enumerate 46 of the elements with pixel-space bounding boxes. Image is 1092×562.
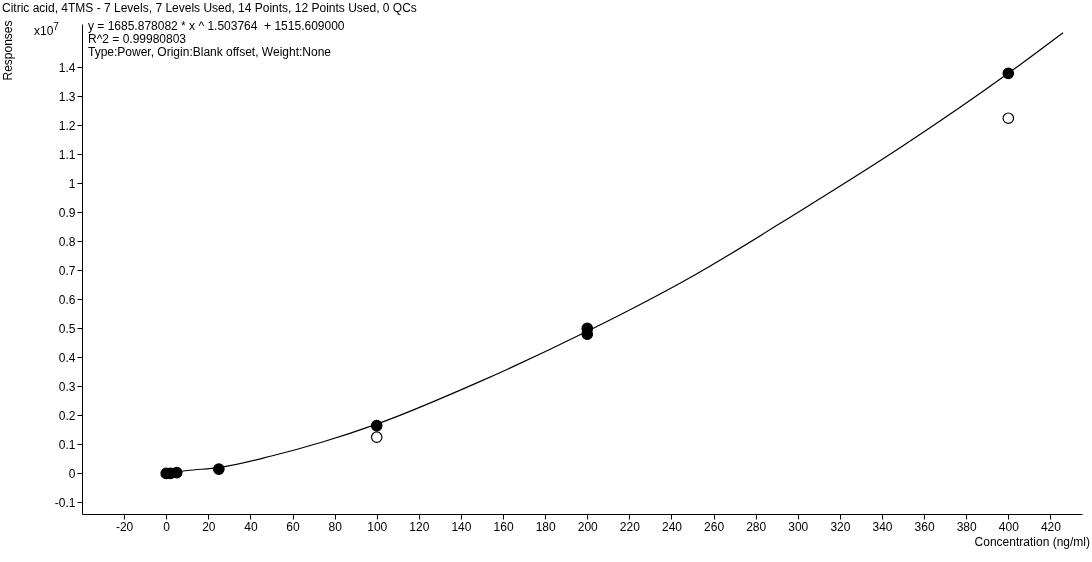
y-tick-label: 0.4: [58, 350, 76, 365]
y-tick-label: 0.6: [58, 292, 76, 307]
x-tick-label: 80: [328, 519, 343, 534]
y-tick-label: 0.9: [58, 205, 76, 220]
x-tick-label: 20: [202, 519, 216, 534]
annotation: Type:Power, Origin:Blank offset, Weight:None: [88, 45, 332, 59]
y-tick-label: 1.3: [58, 89, 76, 104]
y-tick-label: 0.3: [58, 379, 76, 394]
text: x10$^{7}$: [34, 20, 59, 38]
x-tick-label: 420: [1040, 519, 1062, 534]
y-tick-label: 1: [68, 176, 76, 191]
y-tick-label: 0.5: [58, 321, 76, 336]
y-axis-title: Responses: [0, 20, 15, 81]
x-tick-label: -20: [115, 519, 134, 534]
x-tick-label: 360: [914, 519, 935, 534]
y-tick-label: 1.1: [58, 147, 76, 162]
y-tick-label: 0.7: [58, 263, 76, 278]
x-tick-label: 0: [163, 519, 171, 534]
x-tick-label: 280: [746, 519, 767, 534]
x-tick-label: 260: [704, 519, 725, 534]
y-tick-label: 1.4: [58, 60, 76, 75]
x-tick-label: 380: [956, 519, 978, 534]
x-tick-label: 60: [286, 519, 301, 534]
x-tick-label: 400: [998, 519, 1020, 534]
y-tick-label: 0: [68, 466, 76, 481]
x-tick-label: 180: [535, 519, 556, 534]
annotation: R^2 = 0.99980803: [88, 32, 187, 46]
annotation: y = 1685.878082 * x ^ 1.503764 + 1515.609000: [88, 19, 345, 33]
y-tick-label: 0.2: [58, 408, 76, 423]
x-axis-title: Concentration (ng/ml): [974, 535, 1090, 549]
x-tick-label: 220: [619, 519, 641, 534]
y-tick-label: 0.1: [58, 437, 76, 452]
x-tick-label: 200: [577, 519, 599, 534]
x-tick-label: 160: [493, 519, 514, 534]
chart-title: Citric acid, 4TMS - 7 Levels, 7 Levels Used, 14 Points, 12 Points Used, 0 QCs: [2, 1, 417, 15]
y-tick-label: 0.8: [58, 234, 76, 249]
x-tick-label: 300: [788, 519, 809, 534]
x-tick-label: 240: [661, 519, 683, 534]
x-tick-label: 340: [872, 519, 893, 534]
x-tick-label: 100: [367, 519, 388, 534]
x-tick-label: 120: [409, 519, 430, 534]
x-tick-label: 320: [830, 519, 851, 534]
x-tick-label: 40: [244, 519, 258, 534]
x-tick-label: 140: [451, 519, 472, 534]
y-tick-label: 1.2: [58, 118, 76, 133]
y-tick-label: -0.1: [54, 495, 76, 510]
